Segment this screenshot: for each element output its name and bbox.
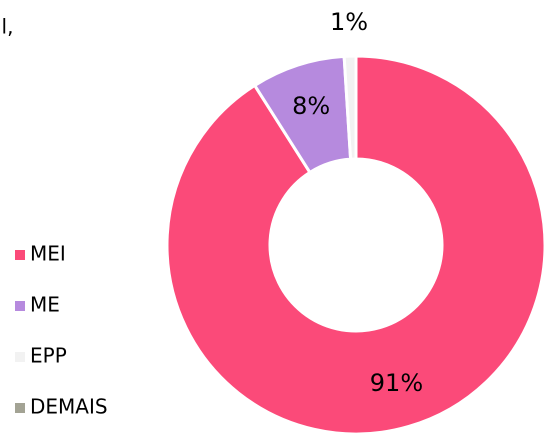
donut-slice (342, 54, 358, 161)
legend-swatch (15, 403, 25, 413)
legend-label: ME (30, 293, 60, 317)
legend-swatch (15, 250, 25, 260)
donut-slice (165, 54, 547, 436)
data-label: 1% (330, 8, 368, 36)
legend-swatch (15, 301, 25, 311)
legend-label: MEI (30, 242, 66, 266)
data-label: 91% (370, 369, 423, 397)
chart-title: il, (0, 15, 13, 39)
legend-swatch (15, 352, 25, 362)
legend-label: DEMAIS (30, 395, 108, 419)
data-label: 8% (292, 92, 330, 120)
legend-label: EPP (30, 344, 67, 368)
